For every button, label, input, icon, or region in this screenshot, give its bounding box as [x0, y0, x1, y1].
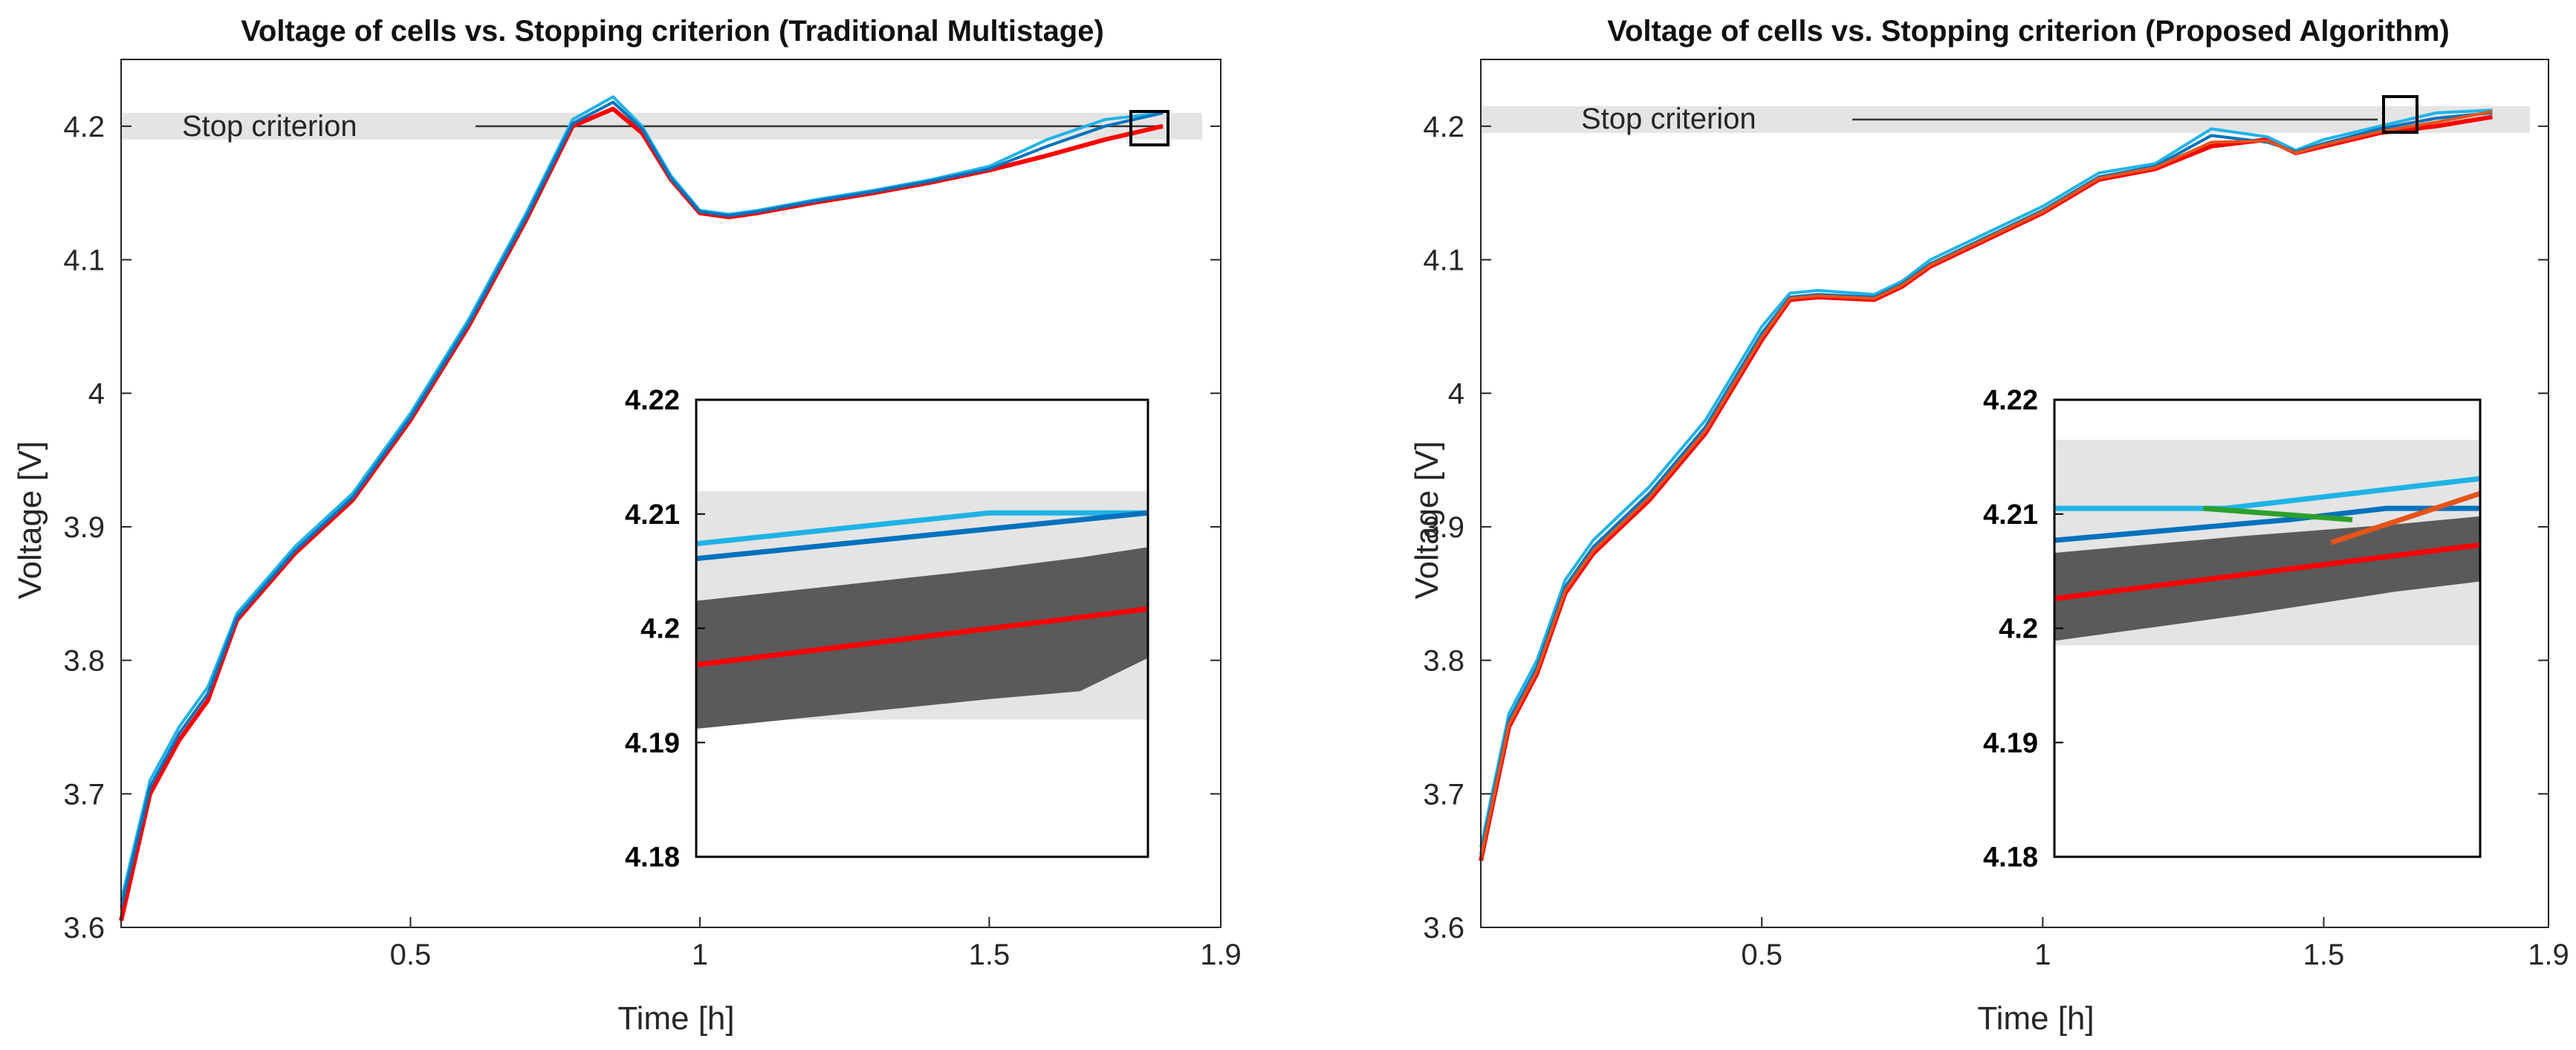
- y-tick-labels: 3.6 3.7 3.8 3.9 4 4.1 4.2: [63, 111, 105, 944]
- inset-y-tick-label: 4.2: [640, 614, 680, 645]
- inset-series-line: [2330, 490, 2482, 545]
- y-tick-label: 4.2: [63, 111, 105, 143]
- y-axis-label: Voltage [V]: [12, 441, 48, 600]
- inset-y-tick-label: 4.2: [1999, 614, 2038, 645]
- series-line: [120, 100, 1164, 908]
- inset-layer: [695, 398, 1149, 858]
- y-tick-label: 3.6: [1423, 912, 1464, 944]
- x-tick-label: 1: [2034, 939, 2051, 971]
- x-tick-label: 1.5: [969, 939, 1010, 971]
- y-tick-label: 3.7: [63, 778, 105, 811]
- plot-layer: [1479, 59, 2549, 928]
- plot-layer: [119, 59, 1222, 928]
- inset-layer: [2053, 398, 2482, 858]
- y-tick-label: 3.6: [63, 912, 105, 944]
- x-axis-label: Time [h]: [617, 1000, 734, 1037]
- zoom-marker-box: [1129, 110, 1169, 146]
- inset-series-line: [2054, 542, 2481, 601]
- y-tick-label: 4.1: [1423, 244, 1464, 277]
- y-tick-label: 4: [88, 377, 105, 410]
- x-tick-label: 1.5: [2303, 939, 2345, 971]
- inset-y-tick-labels: 4.18 4.19 4.2 4.21 4.22: [1983, 385, 2038, 873]
- inset-series-line: [695, 606, 1149, 668]
- stop-criterion-label: Stop criterion: [1581, 103, 1756, 135]
- y-tick-label: 4.2: [1423, 111, 1464, 143]
- inset-cell-spread-band: [2054, 516, 2480, 641]
- series-line: [120, 95, 1164, 901]
- inset-series-line: [695, 510, 1148, 547]
- y-tick-label: 3.9: [63, 511, 105, 544]
- x-tick-labels: 0.5 1 1.5 1.9: [1741, 939, 2569, 971]
- inset-y-tick-label: 4.19: [1983, 727, 2038, 759]
- chart-panel-proposed: Voltage of cells vs. Stopping criterion …: [1409, 15, 2569, 1037]
- inset-y-tick-label: 4.21: [625, 499, 680, 531]
- y-tick-label: 3.7: [1423, 778, 1464, 811]
- y-axis-label: Voltage [V]: [1409, 441, 1445, 600]
- stop-criterion-label: Stop criterion: [182, 110, 357, 143]
- x-tick-labels: 0.5 1 1.5 1.9: [390, 939, 1242, 971]
- inset-series-line: [695, 510, 1149, 562]
- inset-series-line: [2203, 505, 2353, 522]
- x-axis-label: Time [h]: [1977, 1000, 2094, 1037]
- axes-box: [120, 59, 1222, 928]
- y-tick-label: 4: [1448, 377, 1464, 410]
- inset-y-tick-label: 4.19: [625, 727, 680, 759]
- y-tick-label: 3.8: [1423, 645, 1464, 678]
- zoom-marker-box: [2382, 95, 2418, 134]
- y-tick-label: 3.8: [63, 645, 105, 678]
- chart-panel-traditional: Voltage of cells vs. Stopping criterion …: [12, 15, 1242, 1037]
- x-tick-label: 1: [692, 939, 708, 971]
- inset-y-tick-labels: 4.18 4.19 4.2 4.21 4.22: [625, 385, 680, 873]
- axes-box: [1480, 59, 2549, 928]
- y-tick-label: 4.1: [63, 244, 105, 277]
- inset-y-tick-label: 4.22: [1983, 385, 2038, 416]
- chart-title: Voltage of cells vs. Stopping criterion …: [241, 15, 1104, 48]
- series-line: [1479, 110, 2493, 859]
- inset-y-tick-label: 4.22: [625, 385, 680, 416]
- y-tick-labels: 3.6 3.7 3.8 3.9 4 4.1 4.2: [1423, 111, 1464, 944]
- x-tick-label: 1.9: [2528, 939, 2569, 971]
- x-tick-label: 1.9: [1200, 939, 1242, 971]
- y-tick-label: 3.9: [1423, 511, 1464, 544]
- x-tick-label: 0.5: [390, 939, 432, 971]
- x-tick-label: 0.5: [1741, 939, 1782, 971]
- inset-y-tick-label: 4.18: [625, 842, 680, 873]
- chart-title: Voltage of cells vs. Stopping criterion …: [1607, 15, 2449, 48]
- series-line: [1479, 108, 2493, 848]
- inset-y-tick-label: 4.21: [1983, 499, 2038, 531]
- inset-y-tick-label: 4.18: [1983, 842, 2038, 873]
